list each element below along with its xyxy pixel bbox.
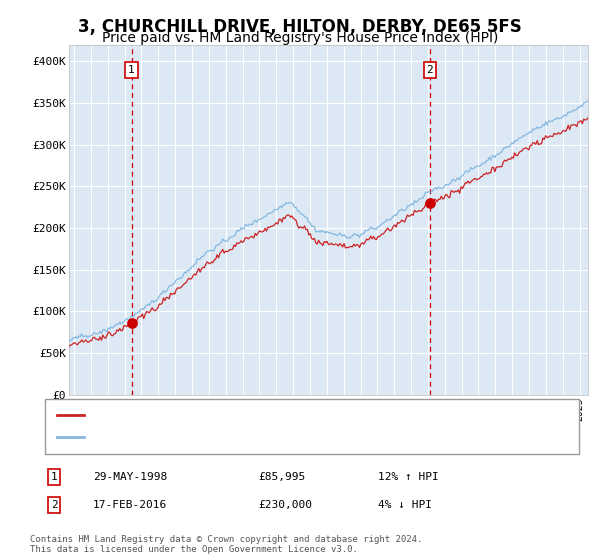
Text: 3, CHURCHILL DRIVE, HILTON, DERBY, DE65 5FS (detached house): 3, CHURCHILL DRIVE, HILTON, DERBY, DE65 … — [91, 410, 466, 421]
Text: Contains HM Land Registry data © Crown copyright and database right 2024.
This d: Contains HM Land Registry data © Crown c… — [30, 535, 422, 554]
Point — [425, 199, 435, 208]
Text: 2: 2 — [427, 65, 433, 75]
Text: 12% ↑ HPI: 12% ↑ HPI — [378, 472, 439, 482]
Text: Price paid vs. HM Land Registry's House Price Index (HPI): Price paid vs. HM Land Registry's House … — [102, 31, 498, 45]
Text: 29-MAY-1998: 29-MAY-1998 — [93, 472, 167, 482]
Point — [127, 319, 136, 328]
Text: £230,000: £230,000 — [258, 500, 312, 510]
Text: 4% ↓ HPI: 4% ↓ HPI — [378, 500, 432, 510]
Text: 2: 2 — [50, 500, 58, 510]
Text: 17-FEB-2016: 17-FEB-2016 — [93, 500, 167, 510]
Text: 1: 1 — [128, 65, 135, 75]
Text: 1: 1 — [50, 472, 58, 482]
Text: 3, CHURCHILL DRIVE, HILTON, DERBY, DE65 5FS: 3, CHURCHILL DRIVE, HILTON, DERBY, DE65 … — [78, 18, 522, 36]
Text: HPI: Average price, detached house, South Derbyshire: HPI: Average price, detached house, Sout… — [91, 432, 416, 442]
Text: £85,995: £85,995 — [258, 472, 305, 482]
